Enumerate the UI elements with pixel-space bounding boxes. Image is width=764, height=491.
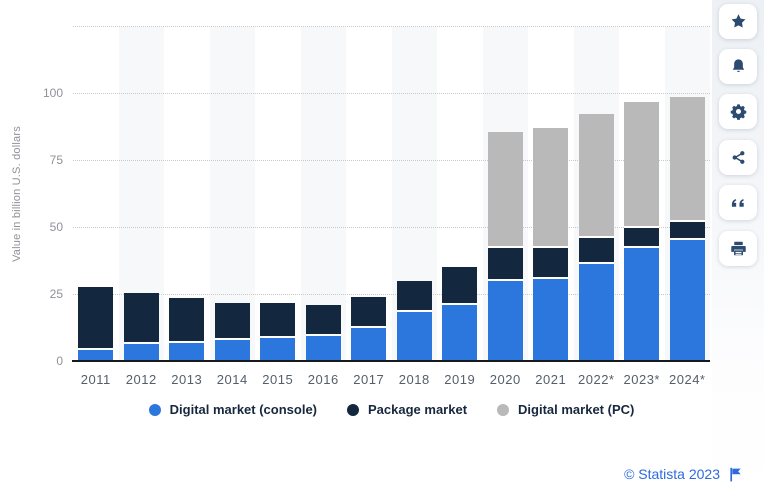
legend-swatch (148, 403, 161, 416)
gridline (73, 294, 710, 295)
bar-segment[interactable] (214, 338, 250, 361)
toolbar-sidebar (712, 0, 764, 491)
bar-segment[interactable] (624, 225, 660, 246)
share-button[interactable] (719, 140, 757, 175)
bar-segment[interactable] (214, 303, 250, 339)
bar-segment[interactable] (533, 245, 569, 277)
bar-segment[interactable] (442, 267, 478, 304)
x-axis-label: 2015 (262, 372, 294, 387)
share-icon (732, 151, 744, 164)
legend-item[interactable]: Package market (347, 402, 467, 417)
y-axis-label: Value in billion U.S. dollars (11, 126, 23, 262)
x-axis-label: 2014 (216, 372, 248, 387)
bar-segment[interactable] (78, 347, 114, 361)
bar-segment[interactable] (487, 245, 523, 280)
x-axis-label: 2021 (535, 372, 567, 387)
bar-segment[interactable] (305, 304, 341, 335)
y-tick-label: 75 (49, 153, 63, 167)
bar-segment[interactable] (351, 326, 387, 361)
x-axis-label: 2019 (444, 372, 476, 387)
flag-icon[interactable] (729, 467, 742, 482)
bar-segment[interactable] (123, 292, 159, 343)
bar-segment[interactable] (123, 342, 159, 361)
bar-segment[interactable] (533, 127, 569, 246)
x-axis-label: 2013 (171, 372, 203, 387)
gridline (73, 26, 710, 27)
bar-segment[interactable] (169, 340, 205, 361)
x-axis-label: 2023* (623, 372, 660, 387)
bar-segment[interactable] (669, 220, 705, 238)
bar-segment[interactable] (533, 276, 569, 361)
y-tick-label: 100 (42, 86, 63, 100)
bar-segment[interactable] (78, 287, 114, 348)
bar-segment[interactable] (169, 298, 205, 341)
gridline (73, 227, 710, 228)
y-tick-label: 25 (49, 287, 63, 301)
bar-segment[interactable] (578, 261, 614, 361)
x-axis-line (72, 360, 710, 362)
bar-segment[interactable] (487, 279, 523, 361)
legend-label: Package market (368, 402, 468, 417)
bar-segment[interactable] (578, 236, 614, 262)
y-tick-label: 0 (56, 354, 63, 368)
alerts-button[interactable] (719, 49, 757, 84)
x-axis-label: 2012 (125, 372, 157, 387)
x-axis-label: 2022* (578, 372, 615, 387)
x-axis-label: 2020 (489, 372, 521, 387)
bar-segment[interactable] (624, 102, 660, 226)
x-axis-label: 2011 (80, 372, 111, 387)
gridline (73, 160, 710, 161)
gear-icon (730, 104, 746, 120)
bar-segment[interactable] (669, 97, 705, 221)
bar-segment[interactable] (624, 245, 660, 361)
bar-segment[interactable] (260, 335, 296, 361)
statista-credit-link[interactable]: © Statista 2023 (624, 466, 720, 482)
gridline (73, 93, 710, 94)
x-axis-label: 2018 (398, 372, 430, 387)
bar-segment[interactable] (578, 114, 614, 237)
legend-label: Digital market (PC) (518, 402, 635, 417)
x-axis-label: 2024* (669, 372, 706, 387)
bar-segment[interactable] (487, 131, 523, 246)
printer-icon (730, 241, 746, 256)
bell-icon (732, 59, 744, 72)
bar-segment[interactable] (351, 296, 387, 327)
print-button[interactable] (719, 231, 757, 266)
chart-legend: Digital market (console) Package market Di… (73, 402, 710, 417)
bar-segment[interactable] (669, 237, 705, 361)
x-axis-label: 2017 (353, 372, 385, 387)
legend-item[interactable]: Digital market (console) (148, 402, 318, 417)
legend-label: Digital market (console) (169, 402, 318, 417)
legend-item[interactable]: Digital market (PC) (497, 402, 634, 417)
bar-segment[interactable] (305, 334, 341, 361)
x-axis-label: 2016 (307, 372, 339, 387)
bar-segment[interactable] (396, 310, 432, 361)
bar-segment[interactable] (442, 303, 478, 361)
legend-swatch (347, 403, 360, 416)
cite-button[interactable] (719, 185, 757, 220)
bar-segment[interactable] (396, 280, 432, 311)
column-stripe (300, 27, 346, 360)
legend-swatch (497, 403, 510, 416)
y-tick-label: 50 (49, 220, 63, 234)
bar-segment[interactable] (260, 303, 296, 336)
settings-button[interactable] (719, 94, 757, 129)
favorite-button[interactable] (719, 4, 757, 39)
quote-icon (731, 199, 744, 207)
footer-credit: © Statista 2023 (624, 466, 742, 482)
star-icon (731, 14, 745, 28)
